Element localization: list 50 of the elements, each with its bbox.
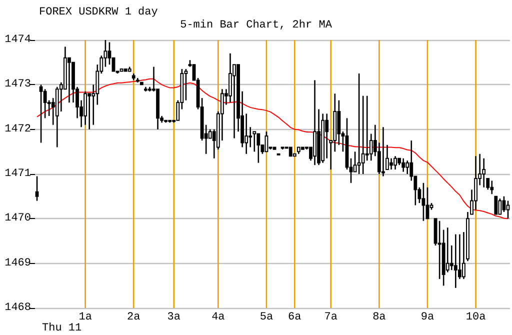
candlestick xyxy=(256,133,260,164)
candlestick xyxy=(454,234,458,289)
candlestick xyxy=(446,226,450,273)
candlestick xyxy=(68,57,71,104)
y-tick-label: 1473 xyxy=(4,78,31,91)
x-tick-label: 6a xyxy=(288,312,302,324)
candlestick xyxy=(381,126,385,177)
candlestick xyxy=(84,90,88,126)
chart-subtitle: 5-min Bar Chart, 2hr MA xyxy=(180,20,332,32)
x-tick-label: 3a xyxy=(167,312,181,324)
candlestick xyxy=(490,180,494,195)
candlestick xyxy=(244,113,248,155)
candlestick xyxy=(394,155,397,170)
candlestick xyxy=(361,95,365,175)
candlestick xyxy=(422,182,426,222)
y-tick-label: 1468 xyxy=(4,302,31,314)
x-tick-label: 7a xyxy=(324,312,338,324)
candlestick xyxy=(248,126,252,148)
candlestick xyxy=(402,158,406,172)
candlestick xyxy=(357,72,361,175)
y-tick-label: 1469 xyxy=(4,257,31,270)
x-tick-label: 8a xyxy=(372,312,386,324)
candlestick xyxy=(88,92,92,130)
candlestick xyxy=(353,151,357,172)
candlestick xyxy=(390,158,393,170)
candlestick xyxy=(482,158,486,188)
x-tick-label: 4a xyxy=(212,312,226,324)
candlestick xyxy=(494,196,498,215)
candlestick xyxy=(325,113,329,160)
y-tick-label: 1471 xyxy=(4,168,32,180)
x-tick-label: 9a xyxy=(420,312,434,324)
candlestick xyxy=(39,84,43,144)
x-tick-label: 5a xyxy=(260,312,274,324)
candlestick xyxy=(498,198,502,215)
candlestick xyxy=(406,160,410,175)
candlestick xyxy=(474,155,478,210)
candlestick xyxy=(252,130,256,152)
candlestick xyxy=(43,88,47,119)
x-tick-label: 1a xyxy=(78,312,92,324)
y-tick-label: 1472 xyxy=(4,123,31,136)
x-tick-label: 2a xyxy=(127,312,141,324)
candlestick xyxy=(35,176,39,202)
text: Thu 11 xyxy=(42,322,82,334)
chart-title: FOREX USDKRW 1 day xyxy=(39,6,158,18)
candlestick xyxy=(365,95,369,162)
candlestick xyxy=(337,100,341,146)
x-tick-label: 10a xyxy=(466,312,486,324)
y-tick-label: 1470 xyxy=(4,212,31,225)
y-tick-label: 1474 xyxy=(4,34,32,46)
candlestick xyxy=(438,220,442,280)
